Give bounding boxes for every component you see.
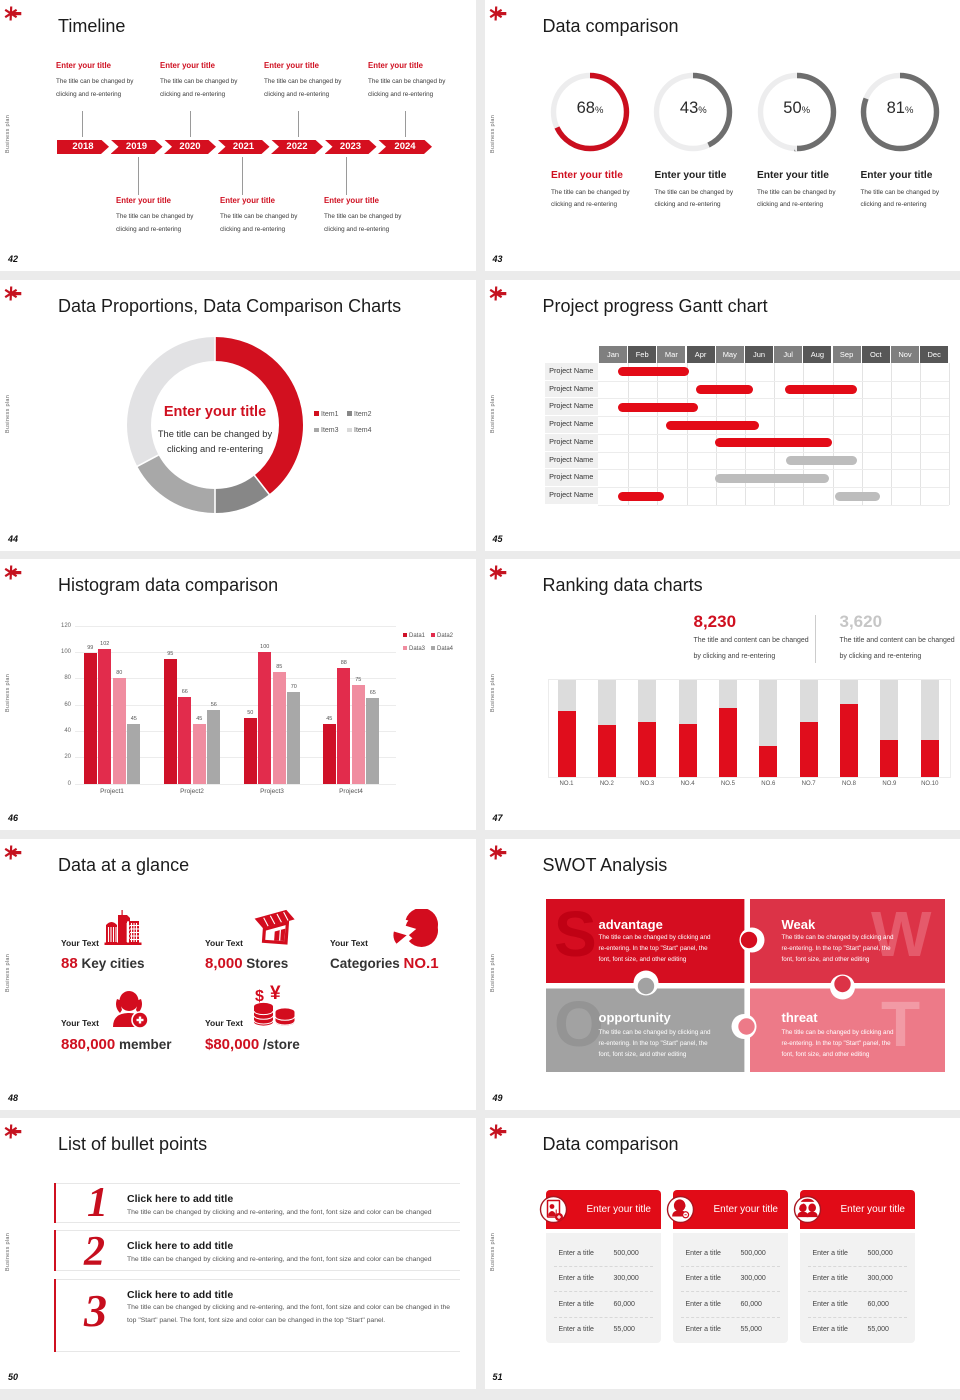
svg-text:O: O [554,988,604,1060]
svg-text:$: $ [255,988,264,1005]
svg-text:T: T [881,988,920,1060]
svg-text:¥: ¥ [270,985,281,1004]
svg-text:W: W [871,899,932,970]
svg-text:S: S [554,899,597,970]
